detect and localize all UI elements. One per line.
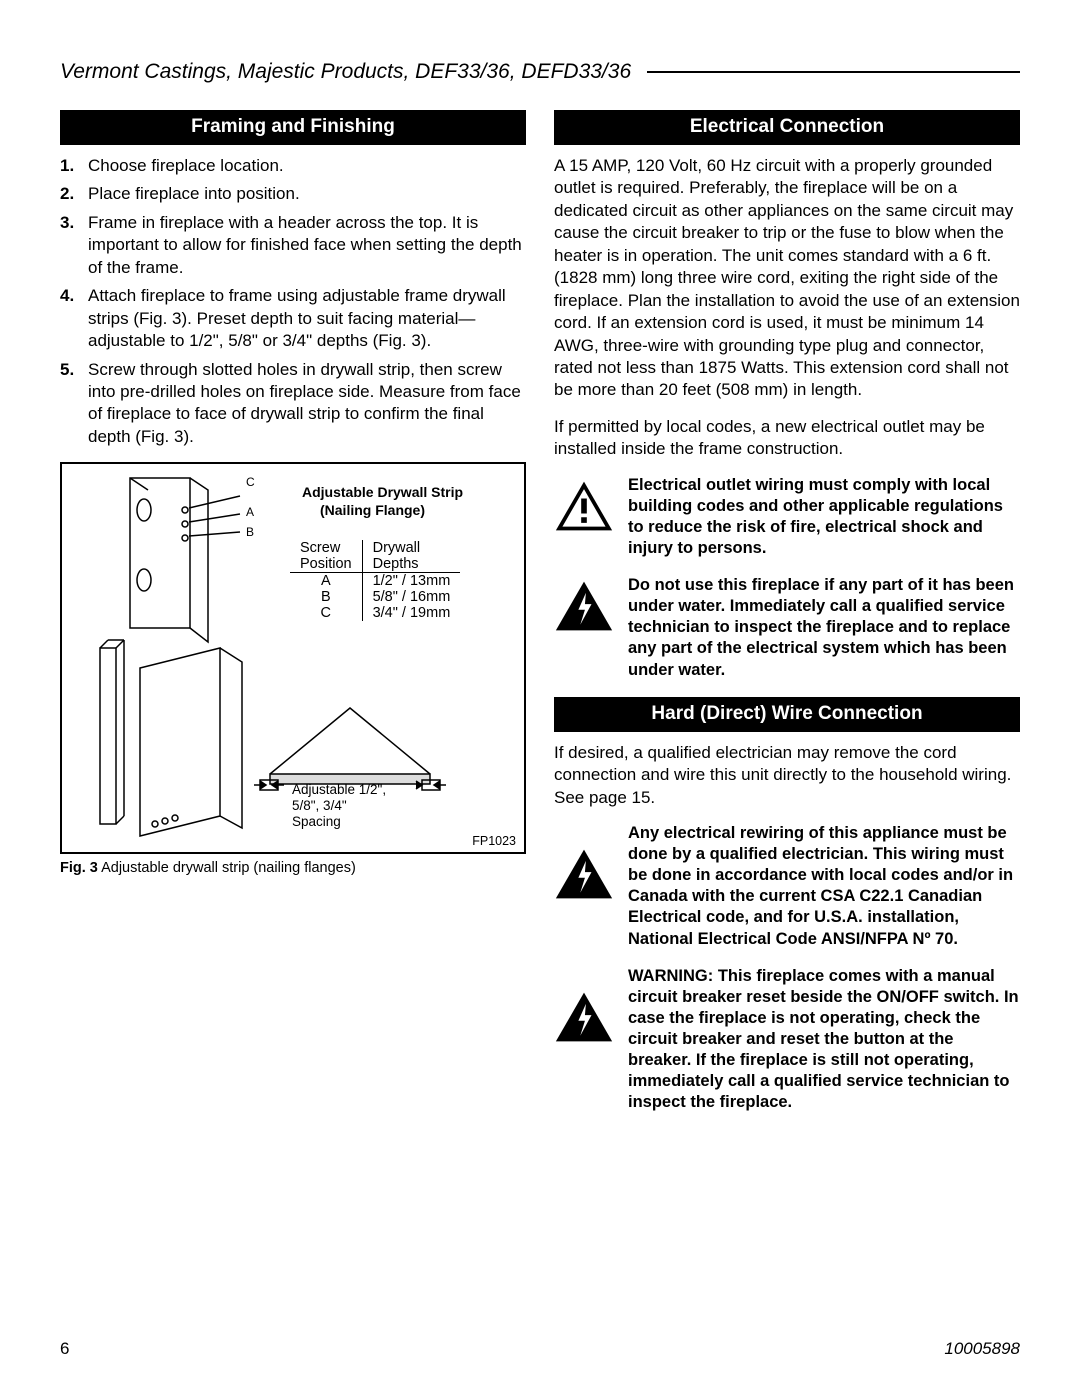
right-column: Electrical Connection A 15 AMP, 120 Volt…	[554, 110, 1020, 1129]
step-item: Screw through slotted holes in drywall s…	[60, 359, 526, 449]
warning-row: WARNING: This fireplace comes with a man…	[554, 966, 1020, 1114]
warning-text: WARNING: This fireplace comes with a man…	[628, 966, 1020, 1114]
left-column: Framing and Finishing Choose fireplace l…	[60, 110, 526, 1129]
table-cell: 3/4" / 19mm	[362, 605, 460, 621]
table-head-depths: DrywallDepths	[362, 540, 460, 573]
section-banner-hardwire: Hard (Direct) Wire Connection	[554, 697, 1020, 732]
warning-row: Any electrical rewiring of this applianc…	[554, 823, 1020, 950]
drywall-strip-diagram: C A B	[70, 472, 270, 848]
warning-row: Do not use this fireplace if any part of…	[554, 575, 1020, 681]
steps-list: Choose fireplace location. Place firepla…	[60, 155, 526, 448]
figure-part-number: FP1023	[472, 834, 516, 848]
section-banner-framing: Framing and Finishing	[60, 110, 526, 145]
svg-text:A: A	[246, 505, 254, 519]
table-cell: 5/8" / 16mm	[362, 589, 460, 605]
content-columns: Framing and Finishing Choose fireplace l…	[60, 110, 1020, 1129]
header-title: Vermont Castings, Majestic Products, DEF…	[60, 60, 631, 84]
document-number: 10005898	[944, 1339, 1020, 1359]
table-cell: A	[290, 573, 362, 590]
table-head-position: ScrewPosition	[290, 540, 362, 573]
header-rule	[647, 71, 1020, 73]
page-number: 6	[60, 1339, 69, 1359]
warning-row: Electrical outlet wiring must comply wit…	[554, 475, 1020, 559]
table-cell: 1/2" / 13mm	[362, 573, 460, 590]
figure-3-box: C A B	[60, 462, 526, 854]
shock-triangle-icon	[554, 990, 614, 1044]
figure-strip-title: Adjustable Drywall Strip (Nailing Flange…	[302, 484, 463, 519]
adjustable-label: Adjustable 1/2", 5/8", 3/4" Spacing	[292, 782, 386, 831]
step-item: Place fireplace into position.	[60, 183, 526, 205]
table-cell: C	[290, 605, 362, 621]
svg-text:B: B	[246, 525, 254, 539]
warning-text: Any electrical rewiring of this applianc…	[628, 823, 1020, 950]
warning-triangle-icon	[554, 479, 614, 533]
electrical-paragraph-1: A 15 AMP, 120 Volt, 60 Hz circuit with a…	[554, 155, 1020, 402]
page-header: Vermont Castings, Majestic Products, DEF…	[60, 60, 1020, 84]
step-item: Choose fireplace location.	[60, 155, 526, 177]
shock-triangle-icon	[554, 847, 614, 901]
electrical-paragraph-2: If permitted by local codes, a new elect…	[554, 416, 1020, 461]
warning-text: Do not use this fireplace if any part of…	[628, 575, 1020, 681]
page-footer: 6 10005898	[60, 1339, 1020, 1359]
svg-text:C: C	[246, 475, 255, 489]
figure-caption: Fig. 3 Adjustable drywall strip (nailing…	[60, 860, 526, 876]
section-banner-electrical: Electrical Connection	[554, 110, 1020, 145]
warning-text: Electrical outlet wiring must comply wit…	[628, 475, 1020, 559]
step-item: Attach fireplace to frame using adjustab…	[60, 285, 526, 352]
shock-triangle-icon	[554, 579, 614, 633]
hardwire-paragraph: If desired, a qualified electrician may …	[554, 742, 1020, 809]
step-item: Frame in fireplace with a header across …	[60, 212, 526, 279]
table-cell: B	[290, 589, 362, 605]
depth-table: ScrewPosition DrywallDepths A1/2" / 13mm…	[290, 540, 460, 621]
